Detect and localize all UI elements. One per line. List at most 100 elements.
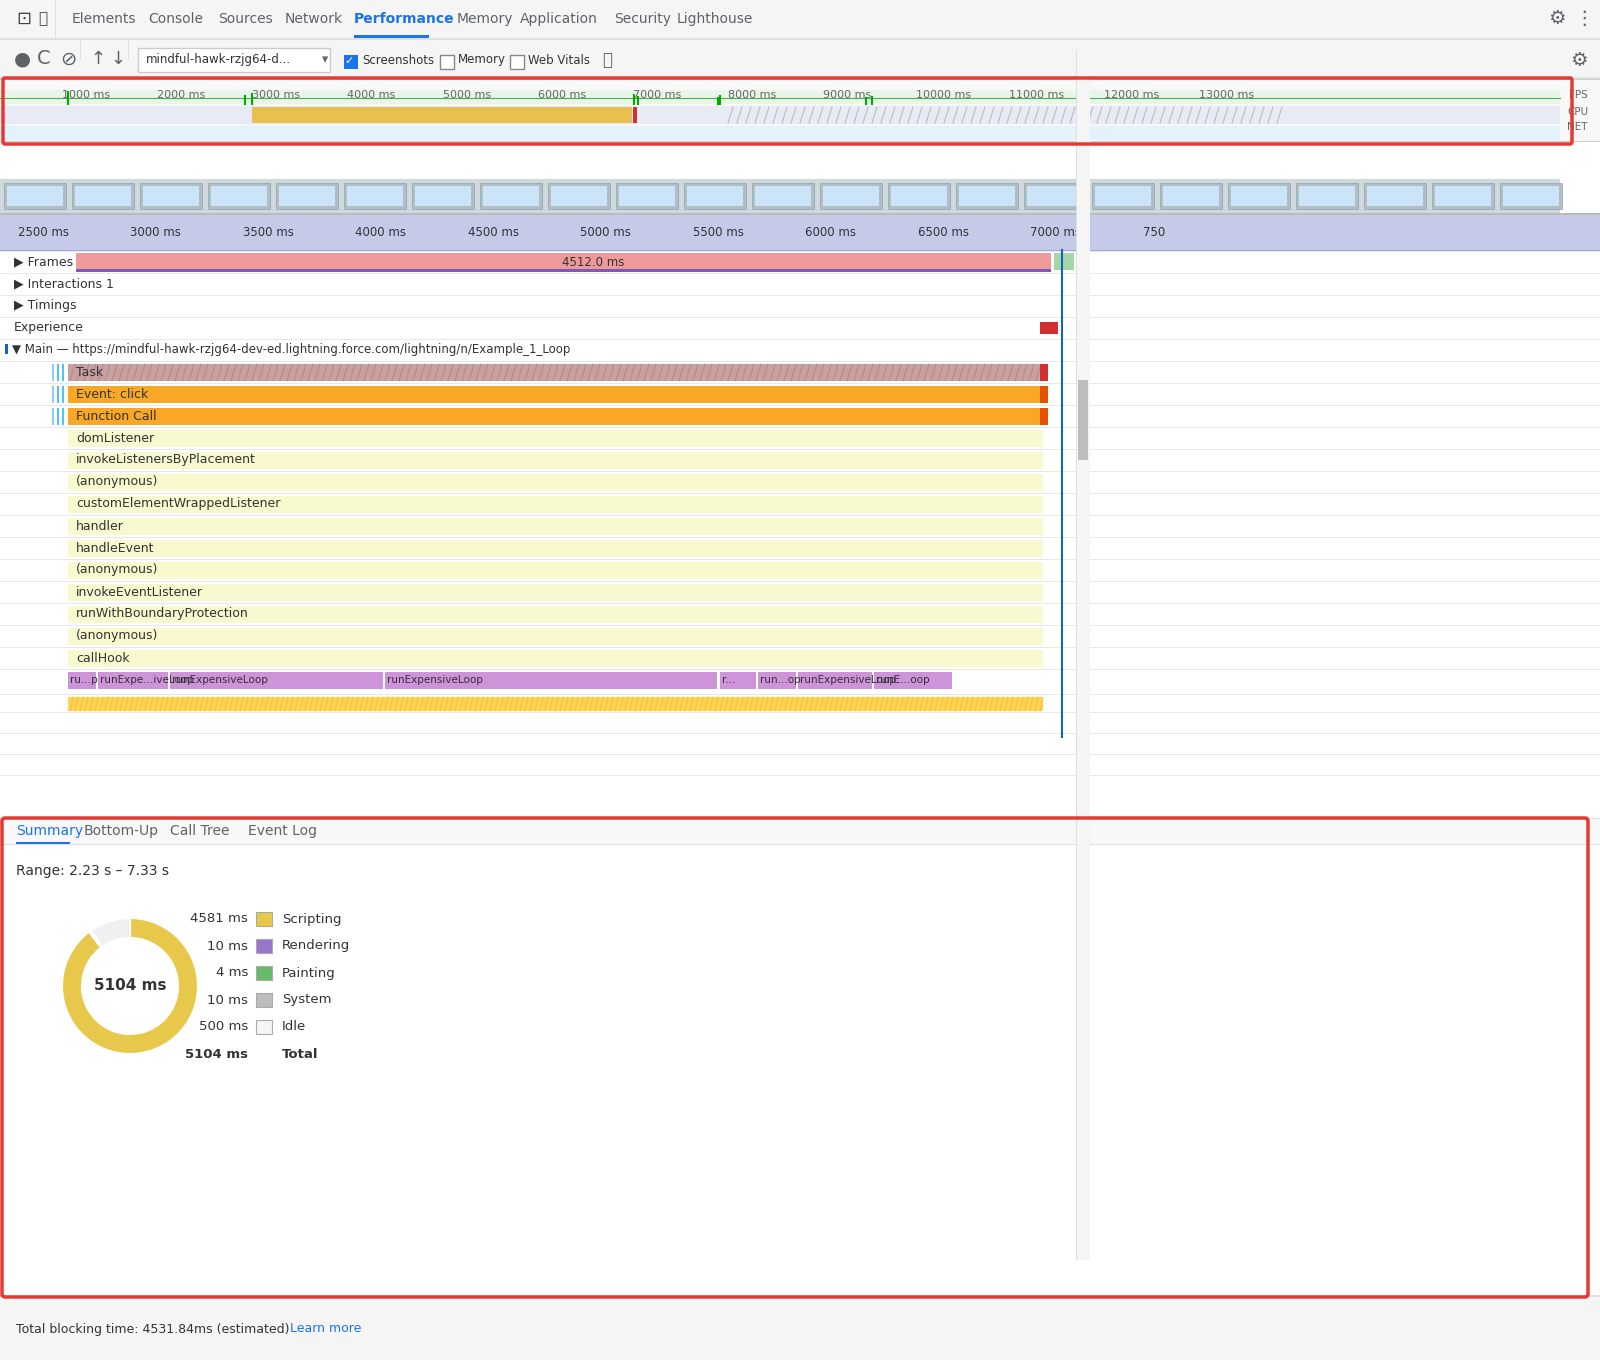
Bar <box>957 184 1018 209</box>
Bar <box>0 384 1600 405</box>
Text: customElementWrappedListener: customElementWrappedListener <box>77 498 280 510</box>
Bar <box>891 186 947 205</box>
Bar <box>1024 184 1086 209</box>
Bar <box>142 186 198 205</box>
Bar <box>138 48 330 72</box>
Bar <box>414 186 470 205</box>
Text: 6500 ms: 6500 ms <box>918 226 970 238</box>
Bar <box>1299 186 1355 205</box>
Text: Lighthouse: Lighthouse <box>677 12 754 26</box>
Bar <box>798 672 872 690</box>
Text: runExpensiveLoop: runExpensiveLoop <box>387 675 483 685</box>
Wedge shape <box>62 918 198 1054</box>
Text: 3000 ms: 3000 ms <box>253 90 301 101</box>
Bar <box>51 364 54 381</box>
Text: domListener: domListener <box>77 431 154 445</box>
Text: runExpensiveLoop: runExpensiveLoop <box>173 675 267 685</box>
Text: 10 ms: 10 ms <box>206 994 248 1006</box>
Text: Memory: Memory <box>458 53 506 67</box>
Text: ✓: ✓ <box>344 56 354 67</box>
Text: ▶ Interactions 1: ▶ Interactions 1 <box>14 277 114 291</box>
Text: 3000 ms: 3000 ms <box>130 226 181 238</box>
Bar <box>256 1020 272 1034</box>
Text: Rendering: Rendering <box>282 940 350 952</box>
Bar <box>16 842 70 845</box>
Bar <box>256 993 272 1006</box>
Text: invokeEventListener: invokeEventListener <box>77 586 203 598</box>
Bar <box>208 184 270 209</box>
Bar <box>0 695 1600 713</box>
Bar <box>0 582 1600 602</box>
Text: Web Vitals: Web Vitals <box>528 53 590 67</box>
Bar <box>3 184 66 209</box>
Text: 5000 ms: 5000 ms <box>579 226 630 238</box>
Text: ⊘: ⊘ <box>61 49 77 68</box>
Text: 2500 ms: 2500 ms <box>18 226 69 238</box>
Bar <box>0 318 1600 339</box>
Bar <box>67 430 1043 447</box>
Bar <box>0 647 1600 669</box>
Text: 5104 ms: 5104 ms <box>186 1047 248 1061</box>
Bar <box>67 475 1043 491</box>
Text: Bottom-Up: Bottom-Up <box>83 824 158 838</box>
Bar <box>685 184 746 209</box>
Bar <box>1296 184 1358 209</box>
Bar <box>256 938 272 953</box>
Bar <box>0 296 1600 317</box>
Text: Security: Security <box>614 12 670 26</box>
Bar <box>67 496 1043 513</box>
Bar <box>67 452 1043 469</box>
Text: run...op: run...op <box>760 675 800 685</box>
Text: 4512.0 ms: 4512.0 ms <box>562 256 624 268</box>
Text: ⚙: ⚙ <box>1570 50 1587 69</box>
Bar <box>822 186 878 205</box>
Bar <box>0 560 1600 581</box>
Text: 750: 750 <box>1142 226 1165 238</box>
Bar <box>67 540 1043 558</box>
Bar <box>51 386 54 403</box>
Text: 4000 ms: 4000 ms <box>355 226 406 238</box>
Text: Performance: Performance <box>354 12 454 26</box>
Bar <box>1054 253 1074 271</box>
Text: Event Log: Event Log <box>248 824 317 838</box>
Text: 4581 ms: 4581 ms <box>190 913 248 926</box>
Text: 4 ms: 4 ms <box>216 967 248 979</box>
Text: 5000 ms: 5000 ms <box>443 90 491 101</box>
Text: Total: Total <box>282 1047 318 1061</box>
Bar <box>67 650 1043 666</box>
Wedge shape <box>91 918 130 947</box>
Bar <box>58 408 59 424</box>
Bar <box>344 54 358 69</box>
Bar <box>1163 186 1219 205</box>
Text: Experience: Experience <box>14 321 83 335</box>
Bar <box>547 184 610 209</box>
Bar <box>0 215 1600 250</box>
Bar <box>67 696 1043 711</box>
Bar <box>0 273 1600 295</box>
Text: 13000 ms: 13000 ms <box>1198 90 1254 101</box>
Bar <box>0 626 1600 647</box>
Text: 4500 ms: 4500 ms <box>467 226 518 238</box>
Text: (anonymous): (anonymous) <box>77 630 158 642</box>
Bar <box>0 1297 1600 1360</box>
Text: Idle: Idle <box>282 1020 306 1034</box>
Bar <box>752 184 814 209</box>
Text: 5500 ms: 5500 ms <box>693 226 744 238</box>
Bar <box>888 184 950 209</box>
Text: handleEvent: handleEvent <box>77 541 155 555</box>
Text: NET: NET <box>1568 122 1587 132</box>
Text: runE...oop: runE...oop <box>877 675 930 685</box>
Text: 11000 ms: 11000 ms <box>1010 90 1064 101</box>
Text: Total blocking time: 4531.84ms (estimated): Total blocking time: 4531.84ms (estimate… <box>16 1322 290 1336</box>
Bar <box>67 672 96 690</box>
Text: 7000 ms: 7000 ms <box>634 90 682 101</box>
Text: 1000 ms: 1000 ms <box>62 90 110 101</box>
Bar <box>1094 186 1150 205</box>
Text: r...: r... <box>722 675 736 685</box>
Bar <box>0 819 1600 1296</box>
Text: Call Tree: Call Tree <box>170 824 229 838</box>
Text: 7000 ms: 7000 ms <box>1030 226 1082 238</box>
Bar <box>67 628 1043 645</box>
Bar <box>1040 364 1048 381</box>
Bar <box>0 819 1600 845</box>
